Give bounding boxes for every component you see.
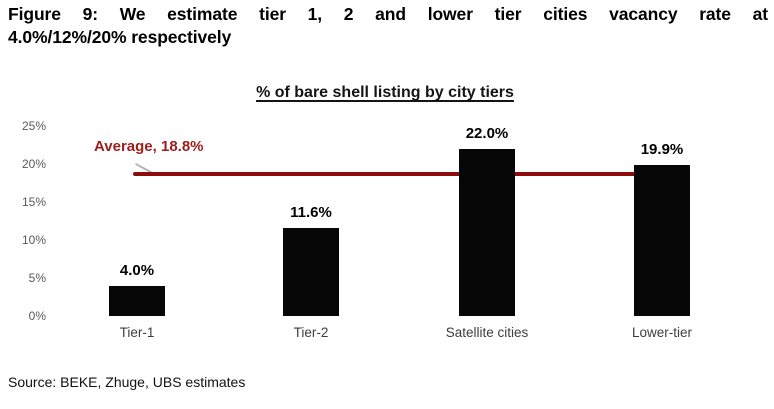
y-axis-tick-label: 20% [21,157,46,171]
chart-title: % of bare shell listing by city tiers [256,84,514,101]
x-axis-label-satellite-cities: Satellite cities [445,325,529,340]
y-axis-tick-label: 0% [28,309,46,323]
figure-caption-line1: Figure 9: We estimate tier 1, 2 and lowe… [8,4,768,24]
y-axis-tick-label: 5% [28,271,46,285]
y-axis-tick-label: 25% [21,119,46,133]
average-leader-line [135,162,152,173]
bar-value-label-tier-1: 4.0% [119,262,155,280]
bar-value-label-lower-tier: 19.9% [640,141,684,159]
y-axis-tick-label: 15% [21,195,46,209]
bar-satellite-cities [459,149,515,317]
x-axis-label-tier-2: Tier-2 [293,325,329,340]
bar-value-label-tier-2: 11.6% [290,204,332,222]
source-note: Source: BEKE, Zhuge, UBS estimates [8,374,246,390]
y-axis-tick-label: 10% [21,233,46,247]
x-axis-label-tier-1: Tier-1 [119,325,155,340]
bar-tier-2 [283,228,339,317]
x-axis-label-lower-tier: Lower-tier [631,325,693,340]
average-line [133,171,662,176]
average-label: Average, 18.8% [94,137,204,155]
figure-caption-line2: 4.0%/12%/20% respectively [8,27,232,47]
figure-caption: Figure 9: We estimate tier 1, 2 and lowe… [8,3,768,49]
bar-tier-1 [109,286,165,317]
bar-lower-tier [634,165,690,317]
bar-value-label-satellite-cities: 22.0% [465,125,509,143]
